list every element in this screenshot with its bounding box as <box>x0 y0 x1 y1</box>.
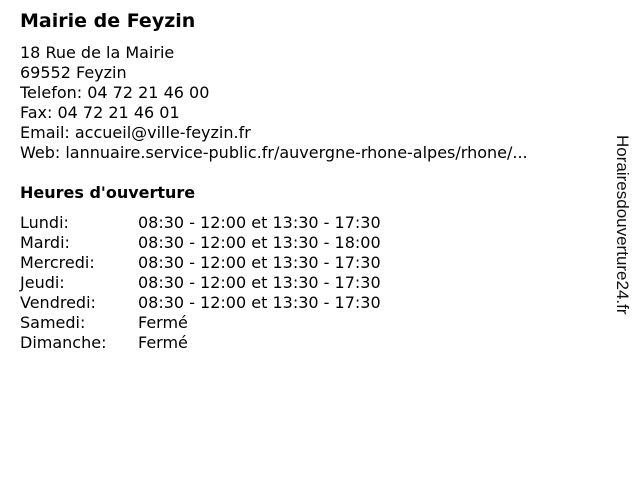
day-label: Dimanche: <box>20 333 107 352</box>
city-address: 69552 Feyzin <box>20 63 127 82</box>
day-label: Lundi: <box>20 213 69 232</box>
street-address: 18 Rue de la Mairie <box>20 43 175 62</box>
day-label: Samedi: <box>20 313 86 332</box>
hours-row: Dimanche: Fermé <box>20 333 381 353</box>
fax: Fax: 04 72 21 46 01 <box>20 103 180 122</box>
hours-table: Lundi: 08:30 - 12:00 et 13:30 - 17:30 Mar… <box>20 213 381 353</box>
day-label: Mercredi: <box>20 253 95 272</box>
hours-row: Lundi: 08:30 - 12:00 et 13:30 - 17:30 <box>20 213 381 233</box>
day-label: Vendredi: <box>20 293 96 312</box>
hours-row: Samedi: Fermé <box>20 313 381 333</box>
website: Web: lannuaire.service-public.fr/auvergn… <box>20 143 528 162</box>
day-hours: 08:30 - 12:00 et 13:30 - 17:30 <box>138 253 381 272</box>
day-label: Mardi: <box>20 233 70 252</box>
hours-row: Vendredi: 08:30 - 12:00 et 13:30 - 17:30 <box>20 293 381 313</box>
day-hours: 08:30 - 12:00 et 13:30 - 18:00 <box>138 233 381 252</box>
hours-row: Mardi: 08:30 - 12:00 et 13:30 - 18:00 <box>20 233 381 253</box>
hours-row: Mercredi: 08:30 - 12:00 et 13:30 - 17:30 <box>20 253 381 273</box>
day-hours: 08:30 - 12:00 et 13:30 - 17:30 <box>138 273 381 292</box>
day-label: Jeudi: <box>20 273 65 292</box>
hours-row: Jeudi: 08:30 - 12:00 et 13:30 - 17:30 <box>20 273 381 293</box>
day-hours: 08:30 - 12:00 et 13:30 - 17:30 <box>138 213 381 232</box>
email: Email: accueil@ville-feyzin.fr <box>20 123 251 142</box>
day-hours: Fermé <box>138 313 188 332</box>
page-title: Mairie de Feyzin <box>20 10 196 32</box>
contact-info: 18 Rue de la Mairie 69552 Feyzin Telefon… <box>20 43 528 163</box>
day-hours: 08:30 - 12:00 et 13:30 - 17:30 <box>138 293 381 312</box>
hours-heading: Heures d'ouverture <box>20 183 196 202</box>
phone: Telefon: 04 72 21 46 00 <box>20 83 210 102</box>
day-hours: Fermé <box>138 333 188 352</box>
watermark: Horairesdouverture24.fr <box>613 135 632 315</box>
